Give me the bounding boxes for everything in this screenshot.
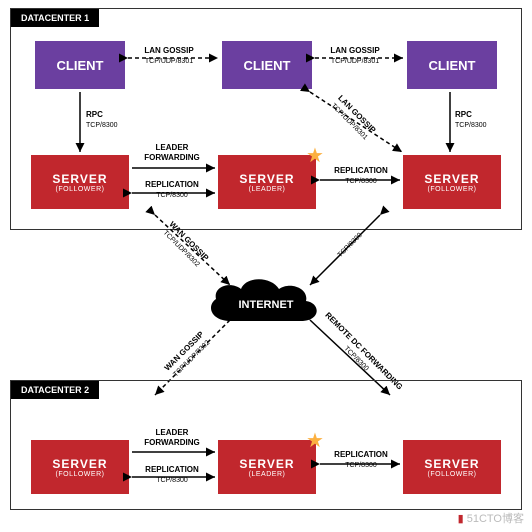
star-icon-2 (306, 428, 324, 453)
replication-1: REPLICATIONTCP/8300 (137, 180, 207, 200)
dc2-server-2: SERVER(LEADER) (218, 440, 316, 494)
replication-3: REPLICATIONTCP/8300 (137, 465, 207, 485)
client-3: CLIENT (407, 41, 497, 89)
rpc-2: RPCTCP/8300 (455, 110, 505, 130)
leader-fwd-1: LEADERFORWARDING (137, 143, 207, 162)
dc2-label: DATACENTER 2 (11, 381, 99, 399)
client-2: CLIENT (222, 41, 312, 89)
dc2-server-1: SERVER(FOLLOWER) (31, 440, 129, 494)
rpc-1: RPCTCP/8300 (86, 110, 136, 130)
watermark: ▮ 51CTO博客 (458, 510, 524, 526)
lan-gossip-1: LAN GOSSIPTCP/UDP/8301 (134, 46, 204, 66)
dc1-server-3: SERVER(FOLLOWER) (403, 155, 501, 209)
lan-gossip-2: LAN GOSSIPTCP/UDP/8301 (320, 46, 390, 66)
dc1-label: DATACENTER 1 (11, 9, 99, 27)
star-icon (306, 143, 324, 168)
internet-cloud: INTERNET (201, 271, 331, 331)
dc1-server-1: SERVER(FOLLOWER) (31, 155, 129, 209)
leader-fwd-2: LEADERFORWARDING (137, 428, 207, 447)
dc2-server-3: SERVER(FOLLOWER) (403, 440, 501, 494)
client-1: CLIENT (35, 41, 125, 89)
internet-label: INTERNET (201, 299, 331, 311)
dc1-server-2: SERVER(LEADER) (218, 155, 316, 209)
replication-4: REPLICATIONTCP/8300 (326, 450, 396, 470)
replication-2: REPLICATIONTCP/8300 (326, 166, 396, 186)
